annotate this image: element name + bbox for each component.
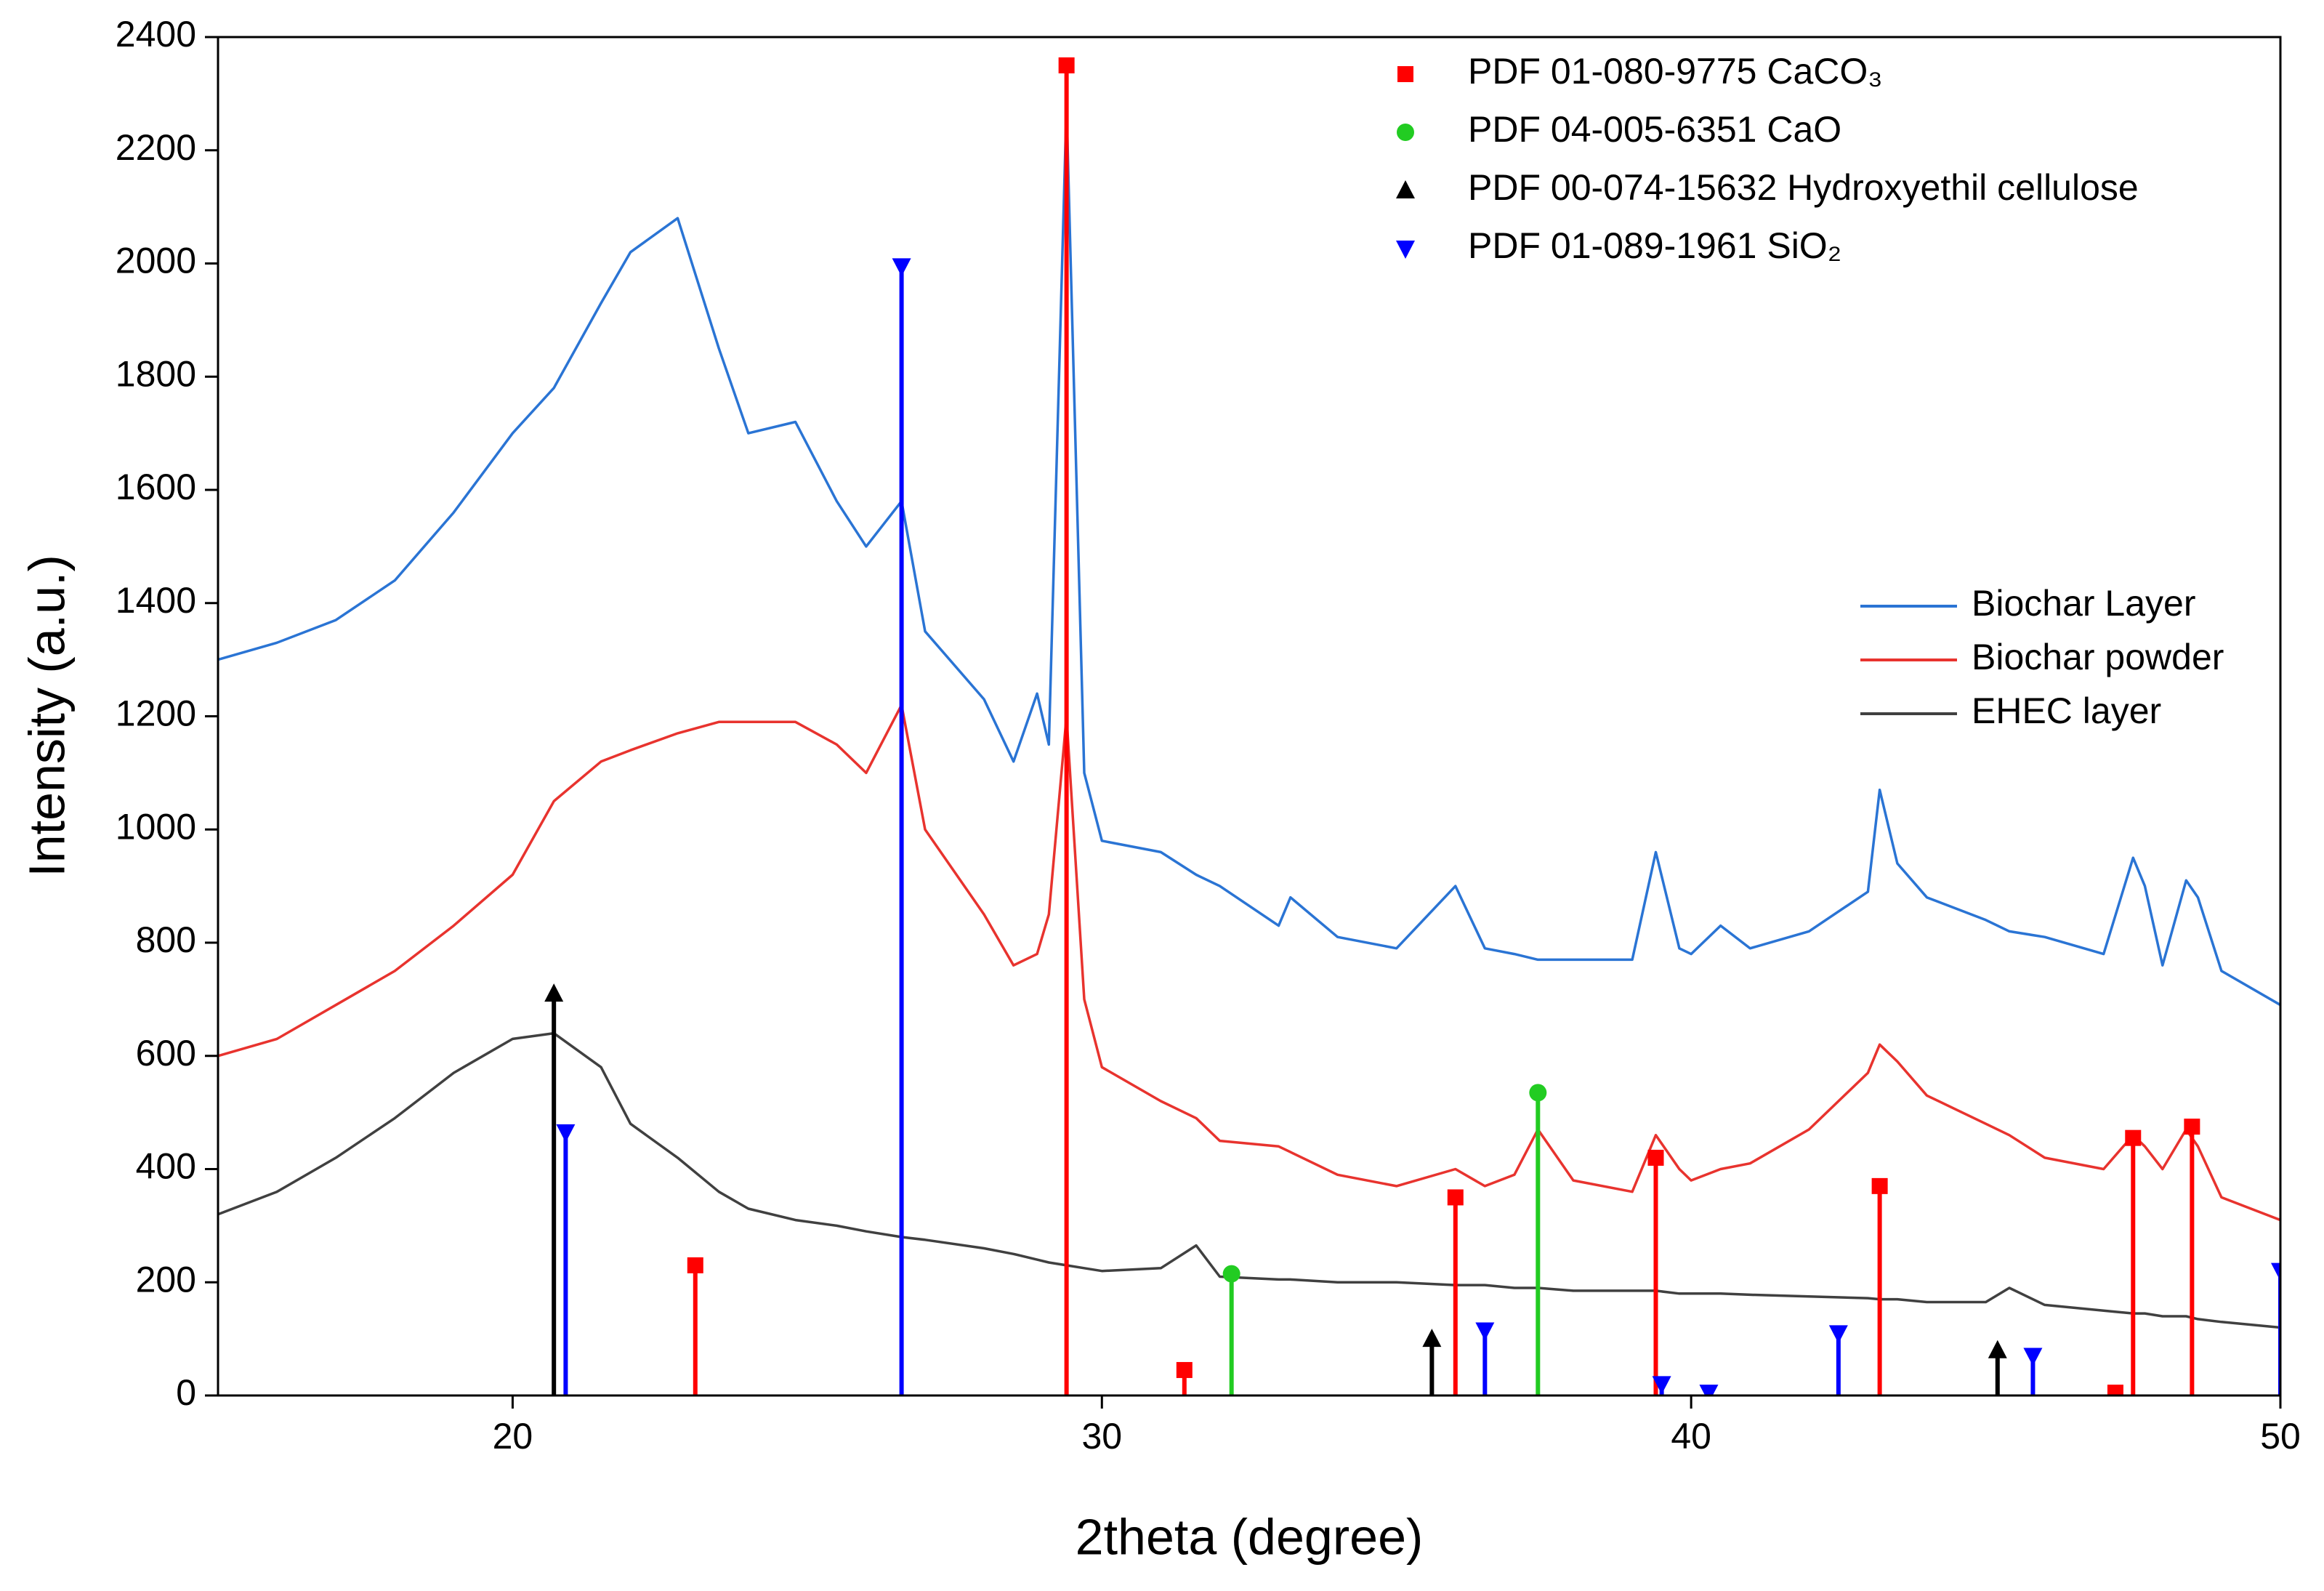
y-tick-label: 2400: [116, 14, 196, 55]
data-line: [218, 704, 2280, 1222]
legend-label: EHEC layer: [1972, 690, 2161, 731]
legend-label: PDF 00-074-15632 Hydroxyethil cellulose: [1468, 167, 2139, 208]
y-tick-label: 1200: [116, 693, 196, 734]
y-axis-title: Intensity (a.u.): [18, 555, 75, 877]
reference-marker: [1397, 66, 1413, 82]
x-tick-label: 20: [493, 1416, 533, 1457]
x-tick-label: 50: [2260, 1416, 2301, 1457]
reference-marker: [1422, 1329, 1442, 1348]
reference-marker: [1397, 124, 1414, 141]
legend-label: PDF 01-089-1961 SiO₂: [1468, 225, 1841, 266]
y-tick-label: 1800: [116, 353, 196, 394]
data-line: [218, 103, 2280, 1007]
reference-marker: [1871, 1177, 1888, 1194]
reference-marker: [2023, 1348, 2043, 1366]
reference-marker: [2271, 1262, 2280, 1281]
legend-label: PDF 04-005-6351 CaO: [1468, 109, 1841, 150]
reference-marker: [1058, 57, 1075, 73]
reference-marker: [1828, 1325, 1848, 1344]
reference-marker: [1176, 1361, 1193, 1378]
y-tick-label: 0: [176, 1372, 196, 1413]
reference-marker: [544, 983, 564, 1002]
reference-marker: [1988, 1340, 2007, 1358]
reference-marker: [2107, 1385, 2123, 1395]
y-tick-label: 1000: [116, 806, 196, 847]
legend-label: Biochar Layer: [1972, 583, 2196, 624]
reference-marker: [1699, 1385, 1719, 1395]
legend-label: Biochar powder: [1972, 637, 2224, 677]
reference-marker: [892, 258, 911, 277]
y-tick-label: 600: [136, 1033, 196, 1074]
reference-marker: [687, 1257, 703, 1273]
x-tick-label: 30: [1081, 1416, 1122, 1457]
reference-marker: [1475, 1322, 1495, 1341]
y-tick-label: 2200: [116, 127, 196, 168]
plot-frame: [217, 36, 2282, 1397]
data-line: [218, 1031, 2280, 1329]
y-tick-label: 2000: [116, 241, 196, 281]
reference-marker: [1447, 1189, 1464, 1206]
y-tick-label: 400: [136, 1146, 196, 1187]
y-tick-label: 1400: [116, 580, 196, 621]
reference-marker: [1396, 180, 1415, 198]
reference-marker: [2184, 1119, 2200, 1135]
y-tick-label: 800: [136, 919, 196, 960]
reference-marker: [1652, 1376, 1671, 1395]
reference-marker: [556, 1124, 576, 1143]
x-axis-title: 2theta (degree): [1076, 1508, 1424, 1565]
y-tick-label: 1600: [116, 467, 196, 507]
reference-marker: [1529, 1084, 1547, 1102]
reference-marker: [2125, 1129, 2142, 1146]
legend-label: PDF 01-080-9775 CaCO₃: [1468, 51, 1883, 92]
reference-marker: [1647, 1149, 1664, 1166]
x-tick-label: 40: [1671, 1416, 1711, 1457]
reference-marker: [1396, 241, 1415, 259]
plot-area: [218, 57, 2280, 1395]
reference-marker: [1222, 1265, 1240, 1283]
y-tick-label: 200: [136, 1259, 196, 1300]
